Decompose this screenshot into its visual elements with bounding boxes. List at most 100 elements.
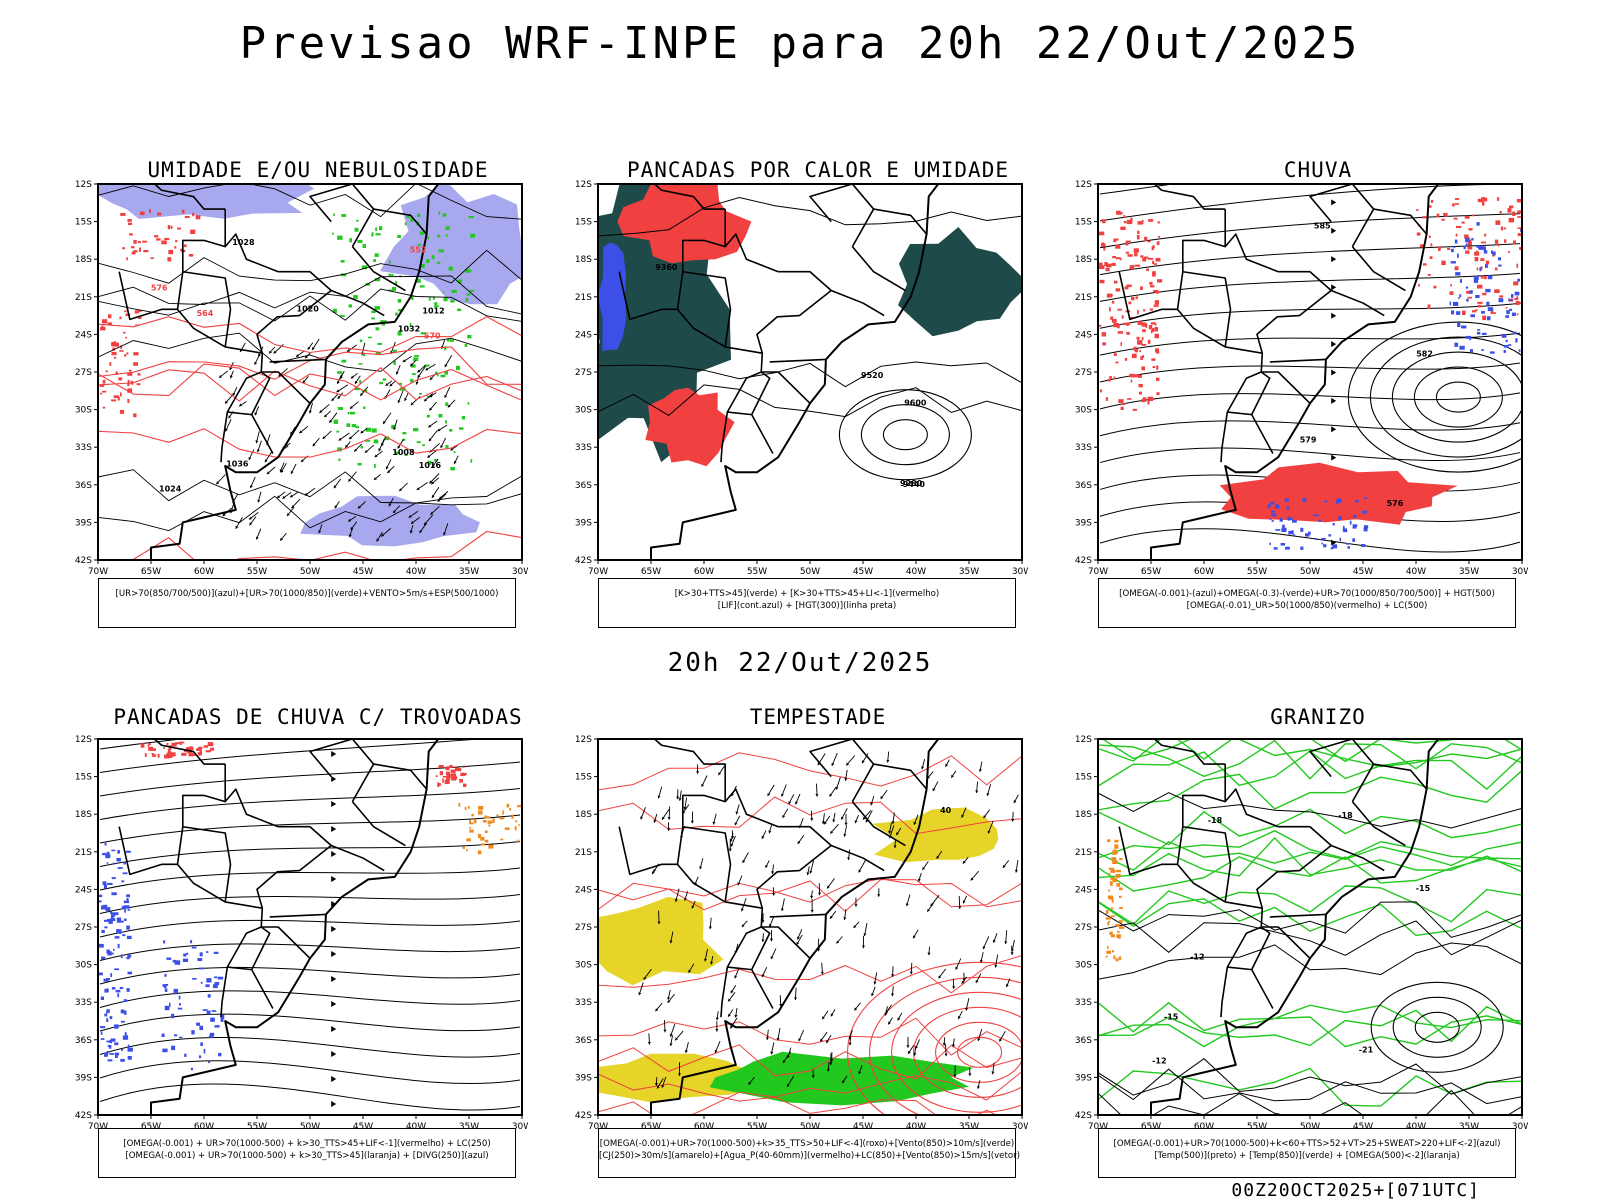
lat-tick-label: 30S [75,961,92,971]
lat-tick-label: 18S [1075,255,1092,265]
lat-tick-label: 27S [575,923,592,933]
mid-date-label: 20h 22/Out/2025 [0,648,1600,678]
contour-label: 1012 [422,306,444,315]
lat-tick-label: 15S [575,218,592,228]
lat-tick-label: 42S [1075,556,1092,566]
lat-tick-label: 39S [1075,1073,1092,1083]
contour-label: 9360 [655,263,678,272]
lat-tick-label: 30S [575,961,592,971]
legend-granizo: [OMEGA(-0.001)+UR>70(1000-500)+k<60+TTS>… [1098,1128,1516,1178]
contour-label: 582 [1416,349,1433,358]
lat-tick-label: 39S [1075,518,1092,528]
lon-tick-label: 60W [1194,567,1214,577]
lat-tick-label: 27S [75,923,92,933]
contour-label: 552 [410,245,427,254]
lat-tick-label: 42S [75,556,92,566]
contour-label: -12 [1152,1057,1166,1066]
contour-label: 1036 [226,459,249,468]
lon-tick-label: 40W [1406,567,1426,577]
lat-tick-label: 36S [1075,1036,1092,1046]
contour-label: -18 [1208,816,1223,825]
legend-line: [Temp(500)](preto) + [Temp(850)](verde) … [1099,1150,1515,1162]
panel-title-tempestade: TEMPESTADE [578,705,1058,729]
lat-tick-label: 36S [1075,481,1092,491]
lat-tick-label: 39S [75,518,92,528]
contour-label: 1024 [159,484,182,493]
lon-tick-label: 40W [406,567,426,577]
lat-tick-label: 21S [1075,293,1092,303]
main-title: Previsao WRF-INPE para 20h 22/Out/2025 [0,18,1600,69]
lat-tick-label: 30S [1075,406,1092,416]
lat-tick-label: 27S [1075,923,1092,933]
lat-tick-label: 36S [575,1036,592,1046]
lon-tick-label: 45W [353,567,373,577]
contour-label: -21 [1359,1046,1374,1055]
lon-tick-label: 55W [747,567,767,577]
lat-tick-label: 21S [575,848,592,858]
lat-tick-label: 36S [575,481,592,491]
lon-tick-label: 65W [641,567,661,577]
contour-label: 9520 [861,371,884,380]
lat-tick-label: 33S [75,998,92,1008]
legend-line: [OMEGA(-0.001)+UR>70(1000-500)+k>35_TTS>… [599,1138,1015,1150]
contour-label: -15 [1164,1012,1179,1021]
contour-label: 570 [424,332,441,341]
lon-tick-label: 50W [1300,567,1320,577]
legend-line: [OMEGA(-0.01)_UR>50(1000/850)(vermelho) … [1099,600,1515,612]
legend-umidade: [UR>70(850/700/500)](azul)+[UR>70(1000/8… [98,578,516,628]
contour-label: 40 [940,806,952,815]
lat-tick-label: 18S [75,810,92,820]
lat-tick-label: 42S [75,1111,92,1121]
panel-title-pancadas-trovoadas: PANCADAS DE CHUVA C/ TROVOADAS [78,705,558,729]
lat-tick-label: 36S [75,481,92,491]
legend-line: [OMEGA(-0.001)-(azul)+OMEGA(-0.3)-(verde… [1099,588,1515,600]
legend-pancadas-trovoadas: [OMEGA(-0.001) + UR>70(1000-500) + k>30_… [98,1128,516,1178]
legend-line: [UR>70(850/700/500)](azul)+[UR>70(1000/8… [99,588,515,600]
lat-tick-label: 18S [575,810,592,820]
map-chuva: 58257957658512S15S18S21S24S27S30S33S36S3… [1056,180,1528,582]
lat-tick-label: 12S [75,735,92,745]
legend-line: [OMEGA(-0.001) + UR>70(1000-500) + k>30_… [99,1150,515,1162]
contour-label: 564 [197,309,214,318]
lat-tick-label: 24S [1075,885,1092,895]
lon-tick-label: 65W [141,567,161,577]
lat-tick-label: 15S [1075,218,1092,228]
contour-label: -15 [1416,884,1431,893]
lat-tick-label: 30S [75,406,92,416]
lat-tick-label: 24S [75,885,92,895]
lat-tick-label: 30S [575,406,592,416]
lat-tick-label: 12S [575,180,592,190]
map-pancadas-calor: 9600952094409360928012S15S18S21S24S27S30… [556,180,1028,582]
lat-tick-label: 12S [1075,735,1092,745]
lat-tick-label: 36S [75,1036,92,1046]
lon-tick-label: 40W [906,567,926,577]
contour-label: 1032 [398,325,420,334]
lat-tick-label: 27S [1075,368,1092,378]
lat-tick-label: 18S [1075,810,1092,820]
lat-tick-label: 39S [575,518,592,528]
legend-chuva: [OMEGA(-0.001)-(azul)+OMEGA(-0.3)-(verde… [1098,578,1516,628]
lat-tick-label: 12S [75,180,92,190]
lon-tick-label: 30W [1012,567,1028,577]
lat-tick-label: 42S [575,1111,592,1121]
legend-line: [CJ(250)>30m/s](amarelo)+[Agua_P(40-60mm… [599,1150,1015,1162]
lat-tick-label: 12S [575,735,592,745]
lat-tick-label: 12S [1075,180,1092,190]
lon-tick-label: 45W [1353,567,1373,577]
lon-tick-label: 55W [1247,567,1267,577]
lat-tick-label: 39S [75,1073,92,1083]
map-umidade: 1008101210161020102410281032103655256457… [56,180,528,582]
lat-tick-label: 18S [75,255,92,265]
contour-label: 9280 [900,479,923,488]
lat-tick-label: 21S [75,293,92,303]
lon-tick-label: 70W [88,567,108,577]
legend-tempestade: [OMEGA(-0.001)+UR>70(1000-500)+k>35_TTS>… [598,1128,1016,1178]
lat-tick-label: 18S [575,255,592,265]
legend-line: [OMEGA(-0.001) + UR>70(1000-500) + k>30_… [99,1138,515,1150]
lat-tick-label: 33S [575,443,592,453]
lat-tick-label: 15S [75,773,92,783]
lon-tick-label: 60W [694,567,714,577]
contour-label: 576 [1387,499,1404,508]
